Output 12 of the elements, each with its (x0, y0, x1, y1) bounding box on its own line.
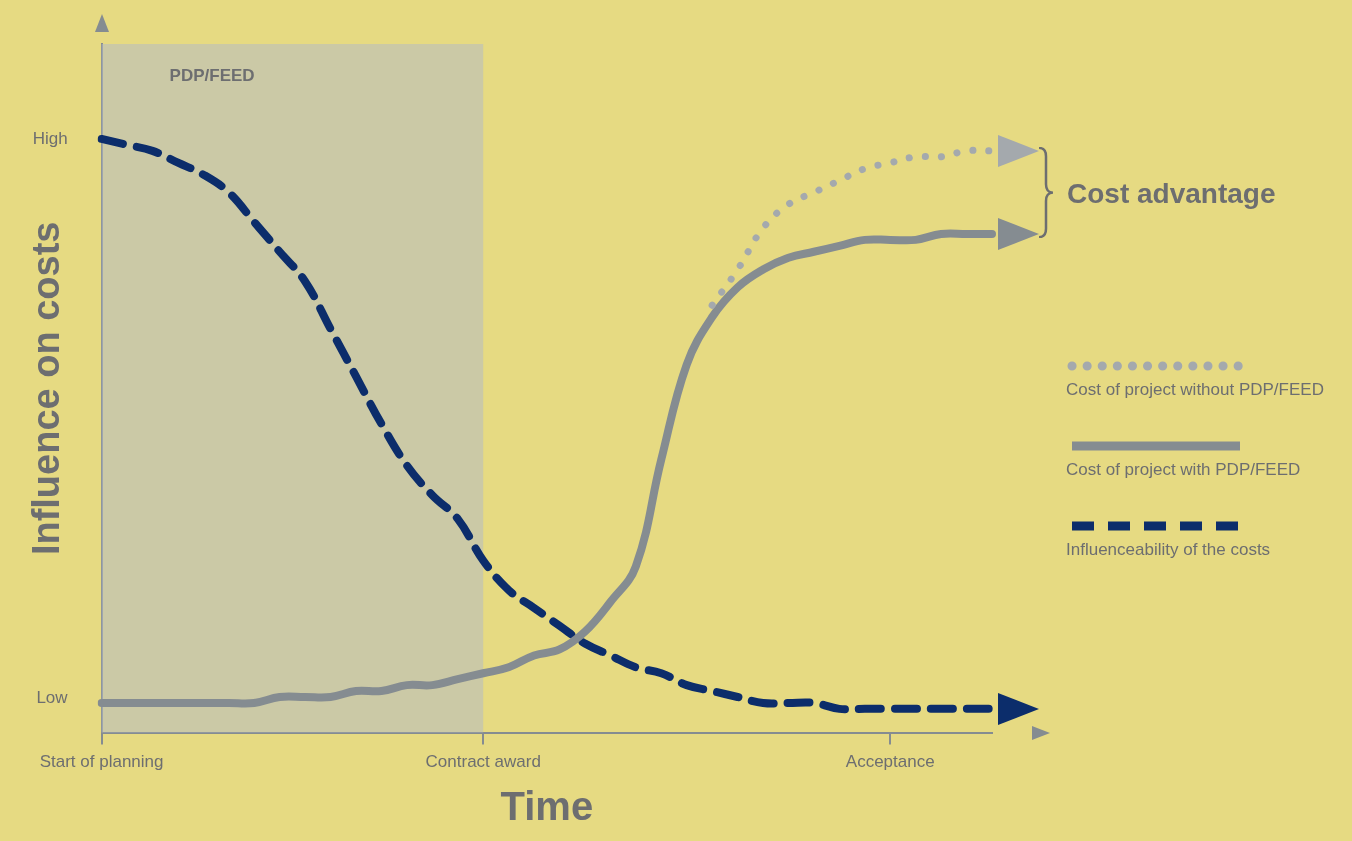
x-tick-label: Acceptance (845, 752, 935, 772)
text: Low (36, 688, 69, 708)
y-axis-title: Influence on costs (25, 221, 68, 556)
text: Cost advantage (1067, 178, 1276, 210)
x-tick-label: Start of planning (39, 752, 164, 772)
x-axis-title: Time (500, 784, 594, 829)
band-label: PDP/FEED (169, 66, 255, 86)
text: Cost of project with PDP/FEED (1066, 460, 1301, 479)
text: Influenceability of the costs (1066, 540, 1271, 559)
text: High (32, 128, 68, 148)
x-tick-label: Contract award (425, 752, 541, 772)
text: Cost of project without PDP/FEED (1066, 380, 1324, 399)
